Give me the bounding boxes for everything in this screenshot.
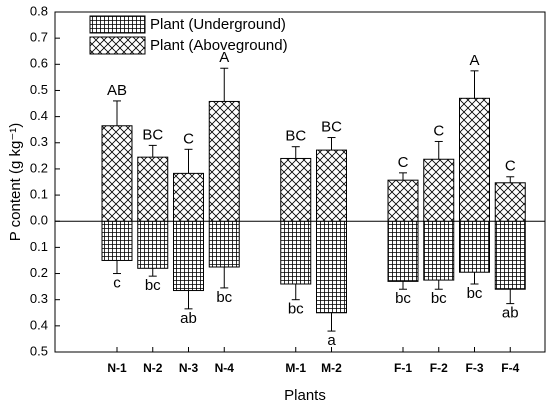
- legend-swatch: [89, 15, 146, 34]
- significance-label: a: [327, 332, 336, 349]
- bar: [387, 220, 419, 282]
- y-tick-label: 0.0: [30, 213, 48, 228]
- bar: [173, 172, 204, 222]
- significance-label: bc: [395, 290, 411, 307]
- y-tick-label: 0.4: [30, 317, 48, 332]
- x-tick-label: N-1: [107, 361, 127, 375]
- y-tick-label: 0.5: [30, 82, 48, 97]
- y-tick-label: 0.6: [30, 56, 48, 71]
- y-tick-label: 0.7: [30, 30, 48, 45]
- bar: [208, 220, 240, 268]
- x-tick-label: N-2: [143, 361, 163, 375]
- significance-label: C: [505, 158, 516, 175]
- bar: [459, 97, 490, 222]
- bar: [137, 156, 169, 222]
- significance-label: C: [398, 154, 409, 171]
- y-tick-label: 0.4: [30, 108, 48, 123]
- bar: [387, 179, 419, 222]
- bar: [494, 182, 526, 222]
- significance-label: bc: [216, 289, 232, 306]
- y-tick-label: 0.3: [30, 134, 48, 149]
- significance-label: bc: [145, 277, 161, 294]
- significance-label: bc: [467, 285, 483, 302]
- bar: [459, 220, 490, 273]
- bar: [173, 220, 204, 292]
- significance-label: bc: [288, 301, 304, 318]
- bar: [316, 220, 347, 314]
- significance-label: c: [113, 275, 121, 292]
- y-tick-label: 0.2: [30, 265, 48, 280]
- x-tick-label: N-4: [215, 361, 235, 375]
- bar: [423, 220, 455, 281]
- x-tick-label: M-2: [321, 361, 342, 375]
- x-tick-label: M-1: [285, 361, 306, 375]
- significance-label: AB: [107, 82, 127, 99]
- x-tick-label: F-4: [501, 361, 519, 375]
- x-tick-label: F-2: [430, 361, 448, 375]
- significance-label: BC: [285, 128, 306, 145]
- y-tick-label: 0.5: [30, 343, 48, 358]
- x-axis-label: Plants: [284, 387, 326, 404]
- bar: [316, 149, 347, 222]
- y-tick-label: 0.8: [30, 3, 48, 18]
- bar: [280, 220, 312, 285]
- significance-label: ab: [180, 310, 197, 327]
- y-tick-label: 0.2: [30, 160, 48, 175]
- y-tick-label: 0.1: [30, 187, 48, 202]
- significance-label: bc: [431, 290, 447, 307]
- legend-label: Plant (Aboveground): [150, 37, 288, 54]
- y-axis-label: P content (g kg⁻¹): [7, 123, 24, 242]
- bar: [280, 157, 312, 222]
- legend-label: Plant (Underground): [150, 16, 286, 33]
- significance-label: C: [183, 130, 194, 147]
- legend-swatch: [89, 36, 146, 55]
- bar: [101, 220, 133, 261]
- bar: [208, 100, 240, 222]
- bar: [423, 158, 455, 222]
- x-tick-label: N-3: [179, 361, 199, 375]
- significance-label: ab: [502, 305, 519, 322]
- significance-label: C: [433, 122, 444, 139]
- significance-label: A: [469, 52, 479, 69]
- significance-label: A: [219, 49, 229, 66]
- bar: [494, 220, 526, 290]
- plot-frame: [54, 11, 546, 353]
- x-tick-label: F-3: [466, 361, 484, 375]
- bar: [137, 220, 169, 269]
- significance-label: BC: [321, 119, 342, 136]
- y-tick-label: 0.1: [30, 239, 48, 254]
- x-tick-label: F-1: [394, 361, 412, 375]
- significance-label: BC: [142, 126, 163, 143]
- bar: [101, 125, 133, 222]
- y-tick-label: 0.3: [30, 291, 48, 306]
